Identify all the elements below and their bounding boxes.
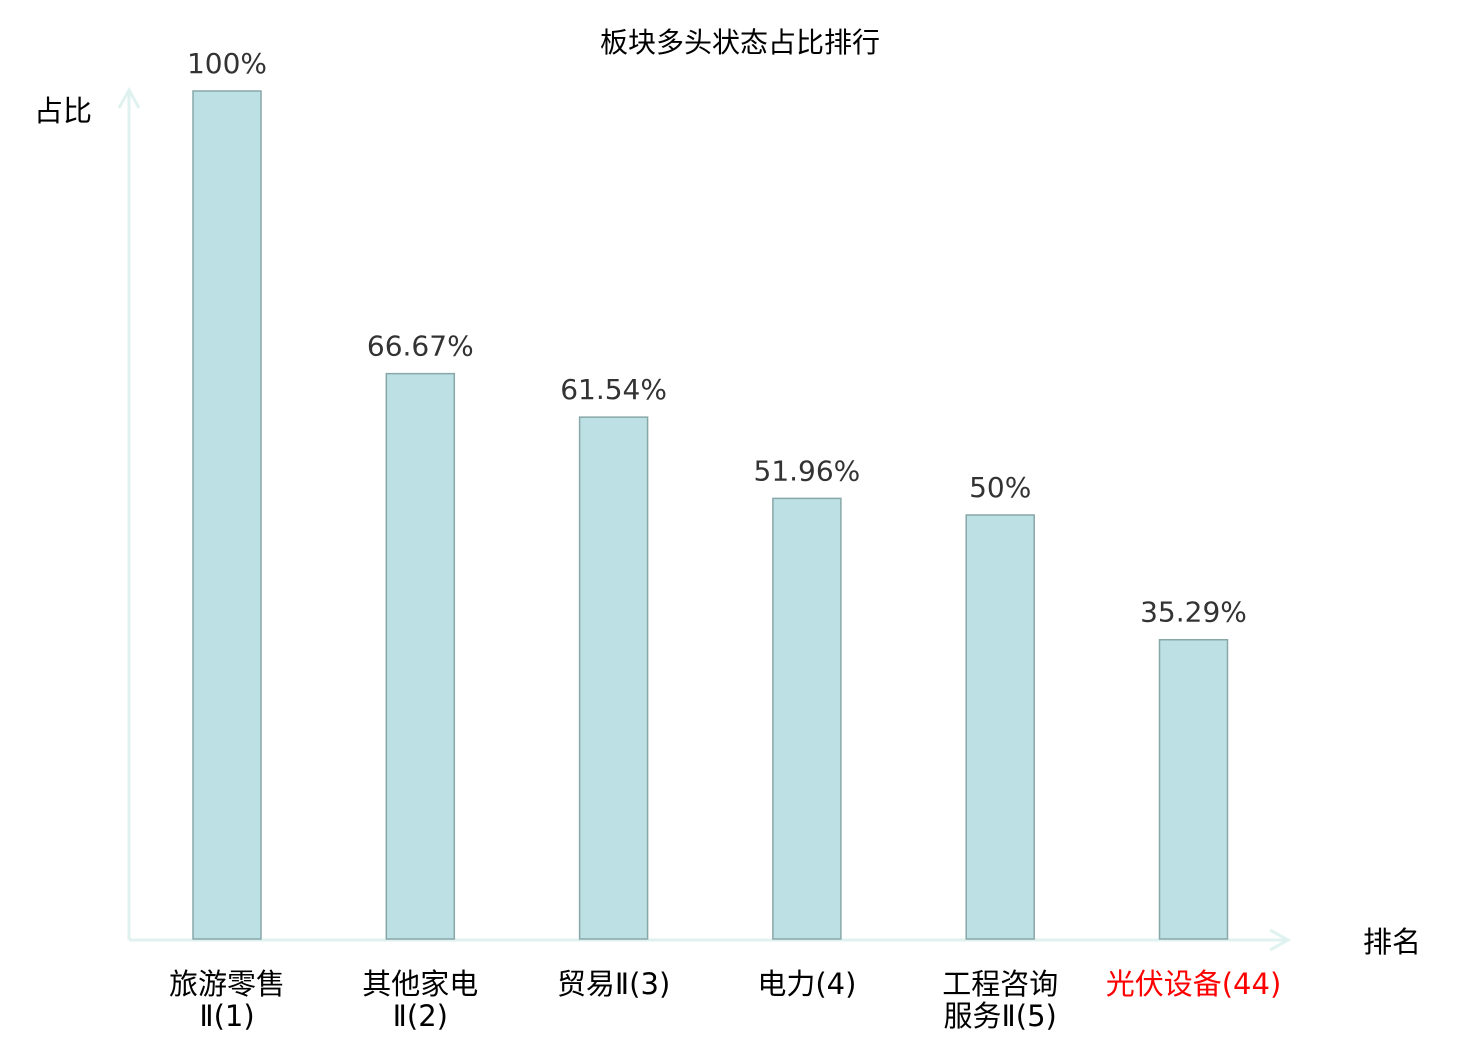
- x-tick-label: 贸易Ⅱ(3): [557, 967, 670, 1001]
- x-tick-label: 光伏设备(44): [1106, 967, 1282, 1001]
- x-axis-arrow-icon: [1269, 928, 1292, 952]
- y-axis-label: 占比: [34, 94, 92, 128]
- bar: [772, 497, 842, 940]
- x-tick-label: 旅游零售 Ⅱ(1): [169, 967, 285, 1033]
- bar: [578, 416, 649, 940]
- data-label: 51.96%: [754, 454, 861, 487]
- y-axis-arrow-icon: [117, 86, 141, 109]
- axes: [117, 86, 1292, 952]
- x-tick-label: 电力(4): [757, 967, 856, 1001]
- data-label: 50%: [969, 471, 1031, 504]
- data-label: 66.67%: [367, 330, 474, 363]
- x-tick-label: 其他家电 Ⅱ(2): [362, 967, 478, 1033]
- data-label: 35.29%: [1140, 596, 1247, 629]
- bar: [1158, 638, 1229, 940]
- data-label: 61.54%: [560, 373, 667, 406]
- bar: [192, 90, 262, 940]
- x-tick-label: 工程咨询服务Ⅱ(5): [942, 967, 1058, 1033]
- x-axis-label: 排名: [1363, 925, 1421, 959]
- chart-title: 板块多头状态占比排行: [600, 26, 880, 59]
- data-label: 100%: [187, 47, 267, 80]
- bar: [965, 514, 1035, 940]
- bar: [385, 372, 456, 940]
